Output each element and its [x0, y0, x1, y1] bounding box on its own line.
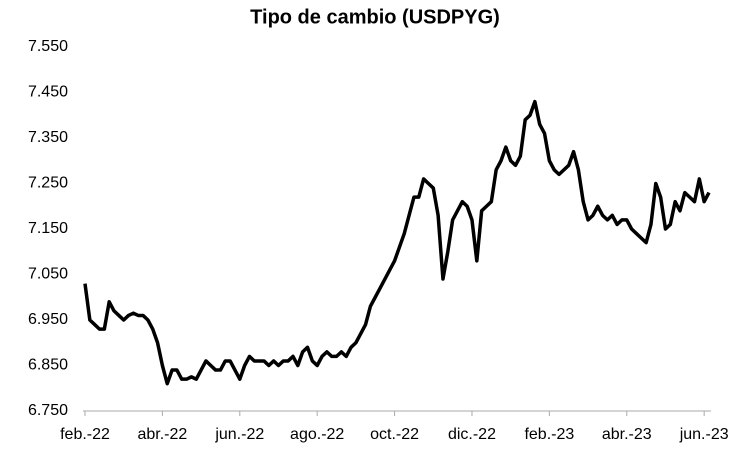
x-tick-label: abr.-23	[602, 426, 652, 443]
x-tick-label: ago.-22	[290, 426, 344, 443]
y-tick-label: 6.750	[28, 402, 68, 419]
line-series	[83, 99, 711, 386]
x-tick-label: oct.-22	[370, 426, 419, 443]
y-tick-label: 7.550	[28, 38, 68, 55]
y-tick-label: 7.050	[28, 266, 68, 283]
x-tick-label: jun.-23	[679, 426, 729, 443]
x-tick-label: dic.-22	[448, 426, 496, 443]
chart-title: Tipo de cambio (USDPYG)	[250, 6, 500, 28]
y-tick-label: 7.350	[28, 129, 68, 146]
y-tick-label: 7.450	[28, 84, 68, 101]
y-tick-label: 6.850	[28, 357, 68, 374]
x-tick-label: feb.-22	[60, 426, 110, 443]
y-tick-label: 6.950	[28, 311, 68, 328]
y-tick-label: 7.150	[28, 220, 68, 237]
x-tick-label: abr.-22	[137, 426, 187, 443]
x-tick-label: feb.-23	[524, 426, 574, 443]
y-tick-label: 7.250	[28, 175, 68, 192]
x-tick-label: jun.-22	[214, 426, 264, 443]
